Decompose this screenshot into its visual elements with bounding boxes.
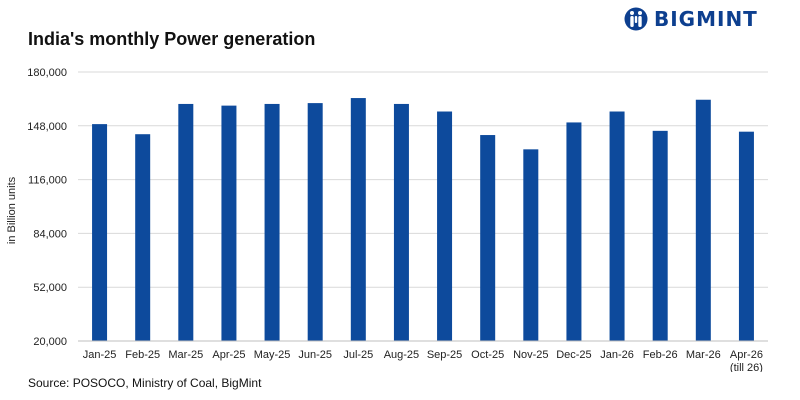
bar <box>652 130 668 341</box>
bar <box>437 111 453 342</box>
bar <box>264 103 280 341</box>
bar-chart: 20,00052,00084,000116,000148,000180,000 … <box>6 67 768 372</box>
x-tick-label: Jul-25 <box>343 349 373 361</box>
source-note: Source: POSOCO, Ministry of Coal, BigMin… <box>28 376 262 390</box>
chart-title: India's monthly Power generation <box>28 29 316 49</box>
bar <box>738 131 754 341</box>
y-axis-label: in Billion units <box>6 176 18 244</box>
x-tick-label: Feb-25 <box>125 349 160 361</box>
x-tick-label: Mar-25 <box>168 349 203 361</box>
y-tick-label: 116,000 <box>28 175 67 187</box>
bar <box>566 122 582 341</box>
y-tick-label: 84,000 <box>33 228 67 240</box>
y-tick-label: 52,000 <box>33 282 67 294</box>
x-tick-label: Jan-25 <box>83 349 117 361</box>
x-tick-label: Oct-25 <box>471 349 504 361</box>
bar <box>695 99 711 341</box>
y-tick-label: 20,000 <box>33 336 67 348</box>
x-tick-label: Mar-26 <box>686 349 721 361</box>
x-tick-label: Jan-26 <box>600 349 634 361</box>
x-tick-label: Aug-25 <box>384 349 419 361</box>
x-tick-label: Nov-25 <box>513 349 548 361</box>
x-tick-label: Dec-25 <box>556 349 591 361</box>
bar <box>135 134 151 341</box>
x-tick-label: Feb-26 <box>643 349 678 361</box>
bar <box>480 135 496 341</box>
bar <box>393 103 409 341</box>
bar <box>350 98 366 341</box>
y-tick-label: 148,000 <box>27 121 67 133</box>
bar <box>523 149 539 341</box>
y-tick-label: 180,000 <box>27 67 67 79</box>
x-tick-label: Apr-25 <box>212 349 245 361</box>
x-tick-label: Apr-26 <box>730 349 763 361</box>
x-tick-sublabel: (till 26) <box>730 362 763 372</box>
bars <box>92 98 754 342</box>
x-tick-label: Jun-25 <box>298 349 332 361</box>
bar <box>178 103 194 341</box>
bar <box>92 124 108 342</box>
logo-text: BIGMINT <box>654 7 758 31</box>
x-tick-label: May-25 <box>254 349 291 361</box>
y-axis-ticks: 20,000 52,000 84,000 116,000 148,000 180,000 <box>27 67 67 348</box>
bigmint-logo: BIGMINT <box>624 6 758 32</box>
bigmint-logo-icon <box>624 7 648 31</box>
bar <box>221 105 237 341</box>
x-tick-label: Sep-25 <box>427 349 462 361</box>
bar <box>609 111 625 342</box>
x-axis-ticks: Jan-25 Feb-25 Mar-25 Apr-25 May-25 Jun-25 Jul-… <box>83 349 763 372</box>
bar <box>307 103 323 342</box>
